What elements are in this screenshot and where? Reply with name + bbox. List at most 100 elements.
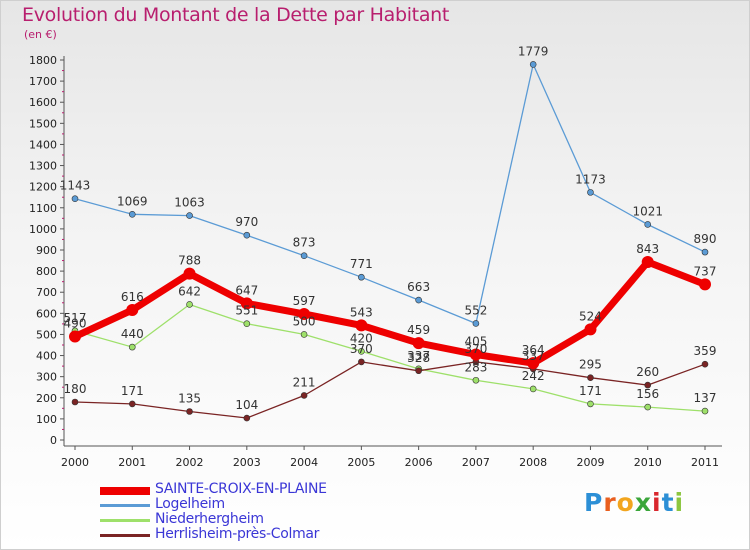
legend-label: SAINTE-CROIX-EN-PLAINE: [155, 481, 327, 497]
logo-letter: P: [584, 488, 604, 517]
y-tick-label: 1400: [29, 138, 57, 151]
data-label: 490: [64, 317, 87, 331]
unit-label: (en €): [24, 28, 57, 41]
data-point: [300, 252, 308, 259]
y-tick-label: 1300: [29, 160, 57, 173]
logo-letter: i: [652, 488, 662, 517]
data-label: 135: [178, 392, 201, 406]
x-tick-label: 2008: [519, 456, 547, 469]
data-point: [529, 61, 537, 68]
data-label: 771: [350, 257, 373, 271]
series-line-3: [74, 361, 706, 419]
data-label: 420: [350, 331, 373, 345]
proxiti-logo: Proxiti: [584, 488, 684, 517]
data-label: 970: [235, 215, 258, 229]
data-point: [358, 348, 365, 355]
data-label: 1069: [117, 194, 148, 208]
data-point: [701, 360, 709, 368]
data-label: 500: [293, 314, 316, 328]
y-tick-label: 1200: [29, 181, 57, 194]
data-label: 1021: [632, 204, 663, 218]
legend-label: Niederhergheim: [155, 511, 264, 527]
data-point: [415, 367, 422, 375]
data-label: 524: [579, 309, 602, 323]
data-label: 156: [636, 387, 659, 401]
data-point: [243, 320, 251, 327]
data-point: [472, 376, 480, 384]
data-label: 370: [350, 342, 373, 356]
x-tick-label: 2001: [118, 456, 146, 469]
data-label: 1143: [60, 179, 91, 193]
data-label: 328: [407, 351, 430, 365]
data-label: 642: [178, 284, 201, 298]
data-point: [243, 414, 251, 422]
y-tick-label: 1600: [29, 96, 57, 109]
x-tick-label: 2010: [634, 456, 662, 469]
data-point: [128, 400, 136, 408]
data-point: [701, 407, 709, 415]
y-tick-label: 0: [50, 434, 57, 447]
data-point: [587, 400, 594, 408]
legend-label: Herrlisheim-près-Colmar: [155, 526, 320, 542]
y-tick-label: 1700: [29, 75, 57, 88]
y-tick-label: 800: [36, 265, 57, 278]
data-point: [128, 343, 136, 351]
data-label: 1173: [575, 172, 606, 186]
data-label: 364: [522, 343, 545, 357]
data-point: [587, 374, 594, 382]
y-tick-label: 1800: [29, 54, 57, 67]
series-line-0: [71, 258, 709, 367]
x-tick-label: 2002: [176, 456, 204, 469]
y-tick-label: 1100: [29, 202, 57, 215]
legend-swatch: [100, 483, 150, 498]
y-tick-label: 1500: [29, 117, 57, 130]
logo-letter: x: [634, 488, 652, 517]
data-label: 616: [121, 290, 144, 304]
data-label: 873: [293, 236, 316, 250]
data-point: [587, 189, 594, 196]
data-point: [529, 385, 537, 393]
data-point: [183, 267, 196, 280]
data-point: [186, 301, 193, 308]
data-point: [415, 296, 422, 304]
data-label: 337: [407, 349, 430, 363]
legend-label: Logelheim: [155, 496, 225, 512]
data-label: 459: [407, 323, 430, 337]
data-label: 517: [64, 311, 87, 325]
data-label: 843: [636, 242, 659, 256]
legend-swatch: [100, 498, 150, 513]
data-label: 552: [464, 303, 487, 317]
data-label: 647: [235, 283, 258, 297]
x-tick-label: 2006: [405, 456, 433, 469]
data-label: 1779: [518, 44, 549, 58]
y-tick-label: 500: [36, 328, 57, 341]
data-label: 283: [464, 360, 487, 374]
data-label: 597: [293, 294, 316, 308]
logo-letter: t: [661, 488, 675, 517]
data-point: [240, 297, 253, 310]
data-point: [128, 211, 136, 218]
data-label: 788: [178, 254, 201, 268]
y-tick-label: 300: [36, 371, 57, 384]
data-label: 551: [235, 304, 258, 318]
x-tick-label: 2005: [347, 456, 375, 469]
data-label: 405: [464, 335, 487, 349]
data-point: [644, 381, 652, 389]
x-tick-label: 2011: [691, 456, 719, 469]
legend-swatch: [100, 513, 150, 528]
data-point: [644, 403, 652, 411]
data-point: [641, 256, 654, 269]
data-label: 737: [694, 264, 717, 278]
data-label: 359: [694, 344, 717, 358]
series-line-2: [74, 303, 706, 412]
y-tick-label: 1000: [29, 223, 57, 236]
y-tick-label: 200: [36, 392, 57, 405]
y-tick-label: 700: [36, 286, 57, 299]
x-tick-label: 2000: [61, 456, 89, 469]
legend-swatch: [100, 528, 150, 543]
logo-letter: o: [616, 488, 635, 517]
data-point: [71, 398, 79, 406]
x-tick-label: 2007: [462, 456, 490, 469]
data-point: [71, 195, 79, 202]
